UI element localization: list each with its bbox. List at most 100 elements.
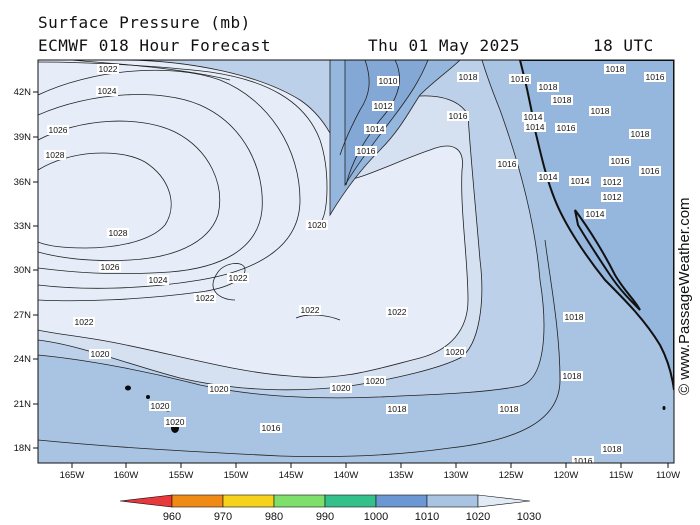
pressure-legend: 960 970 980 990 1000 1010 1020 1030	[119, 494, 541, 523]
lat-label: 30N	[14, 265, 32, 276]
model-label: ECMWF 018 Hour Forecast	[38, 36, 272, 55]
svg-text:1018: 1018	[563, 371, 582, 381]
isobar-label: 1018	[629, 129, 651, 139]
svg-text:1020: 1020	[366, 376, 385, 386]
svg-text:1016: 1016	[574, 456, 593, 466]
svg-text:1014: 1014	[539, 172, 558, 182]
isobar-label: 1012	[601, 177, 623, 187]
svg-text:1020: 1020	[308, 220, 327, 230]
map-frame	[37, 59, 675, 464]
isobar-label: 1022	[73, 317, 95, 327]
lon-label: 120W	[554, 470, 579, 481]
svg-text:1016: 1016	[511, 74, 530, 84]
svg-text:1014: 1014	[526, 122, 545, 132]
lat-label: 39N	[14, 132, 32, 143]
lat-label: 42N	[14, 87, 32, 98]
svg-text:1018: 1018	[631, 129, 650, 139]
isobar-label: 1020	[89, 349, 111, 359]
legend-swatch	[273, 494, 326, 508]
lat-label: 36N	[14, 177, 32, 188]
legend-tick-label: 1020	[466, 511, 490, 523]
svg-text:1028: 1028	[109, 228, 128, 238]
map-title: Surface Pressure (mb)	[38, 13, 251, 32]
svg-text:1028: 1028	[46, 150, 65, 160]
svg-text:1022: 1022	[75, 317, 94, 327]
svg-text:1018: 1018	[388, 404, 407, 414]
isobar-label: 1016	[572, 456, 594, 466]
lat-label: 21N	[14, 399, 32, 410]
lon-label: 140W	[334, 470, 359, 481]
isobar-label: 1012	[601, 192, 623, 202]
svg-text:1024: 1024	[98, 86, 117, 96]
lat-label: 27N	[14, 310, 32, 321]
svg-text:1014: 1014	[571, 176, 590, 186]
legend-arrow-high	[477, 494, 531, 508]
isobar-label: 1018	[563, 312, 585, 322]
isobar-label: 1014	[522, 112, 544, 122]
isobar-label: 1018	[601, 444, 623, 454]
svg-text:1022: 1022	[99, 64, 118, 74]
svg-text:1018: 1018	[591, 106, 610, 116]
lon-label: 145W	[279, 470, 304, 481]
isobar-label: 1014	[537, 172, 559, 182]
isobar-label: 1016	[447, 111, 469, 121]
lon-label: 115W	[609, 470, 633, 481]
forecast-date: Thu 01 May 2025	[368, 36, 520, 55]
forecast-time: 18 UTC	[593, 36, 654, 55]
isobar-label: 1022	[227, 273, 249, 283]
legend-tick-label: 960	[163, 511, 181, 523]
isobar-label: 1018	[561, 371, 583, 381]
svg-text:1026: 1026	[49, 125, 68, 135]
legend-swatch	[375, 494, 428, 508]
svg-text:1016: 1016	[449, 111, 468, 121]
svg-text:1014: 1014	[524, 112, 543, 122]
contour-labels: 1022 1024 1026 1028 1028 1026 1024 1022 1022 1022…	[44, 64, 666, 466]
isobar-label: 1022	[97, 64, 119, 74]
lat-label: 24N	[14, 354, 32, 365]
isobar-label: 1012	[372, 101, 394, 111]
svg-text:1024: 1024	[149, 275, 168, 285]
lat-label: 18N	[14, 443, 32, 454]
isobar-label: 1014	[584, 209, 606, 219]
isobar-label: 1014	[524, 122, 546, 132]
lon-label: 110W	[656, 470, 680, 481]
legend-swatch	[426, 494, 479, 508]
svg-text:1018: 1018	[500, 404, 519, 414]
isobar-label: 1018	[589, 106, 611, 116]
isobar-label: 1022	[299, 305, 321, 315]
isobar-label: 1024	[147, 275, 169, 285]
svg-text:1020: 1020	[332, 383, 351, 393]
isobar-label: 1016	[260, 423, 282, 433]
legend-tick-label: 1030	[517, 511, 541, 523]
isobar-label: 1016	[639, 166, 661, 176]
lon-label: 165W	[60, 470, 85, 481]
lon-label: 125W	[499, 470, 524, 481]
svg-text:1020: 1020	[151, 401, 170, 411]
svg-text:1018: 1018	[603, 444, 622, 454]
isobar-label: 1020	[306, 220, 328, 230]
svg-text:1016: 1016	[262, 423, 281, 433]
lon-label: 155W	[169, 470, 194, 481]
isobar-label: 1018	[457, 72, 479, 82]
svg-text:1012: 1012	[374, 101, 393, 111]
svg-text:1020: 1020	[91, 349, 110, 359]
isobar-label: 1028	[107, 228, 129, 238]
svg-text:1022: 1022	[196, 293, 215, 303]
lon-label: 160W	[114, 470, 139, 481]
isobar-label: 1016	[355, 146, 377, 156]
baja-peninsula	[574, 209, 641, 311]
legend-tick-label: 970	[214, 511, 232, 523]
isobar-label: 1026	[99, 262, 121, 272]
isobar-lines	[38, 60, 561, 458]
svg-text:1016: 1016	[498, 159, 517, 169]
legend-arrow-low	[119, 494, 173, 508]
legend-swatch	[171, 494, 224, 508]
svg-text:1018: 1018	[539, 82, 558, 92]
legend-swatch	[222, 494, 275, 508]
svg-text:1016: 1016	[557, 123, 576, 133]
isobar-label: 1018	[537, 82, 559, 92]
svg-text:1010: 1010	[379, 76, 398, 86]
longitude-axis: 165W 160W 155W 150W 145W 140W 135W 130W 125W 120W…	[60, 463, 680, 481]
isobar-label: 1018	[498, 404, 520, 414]
